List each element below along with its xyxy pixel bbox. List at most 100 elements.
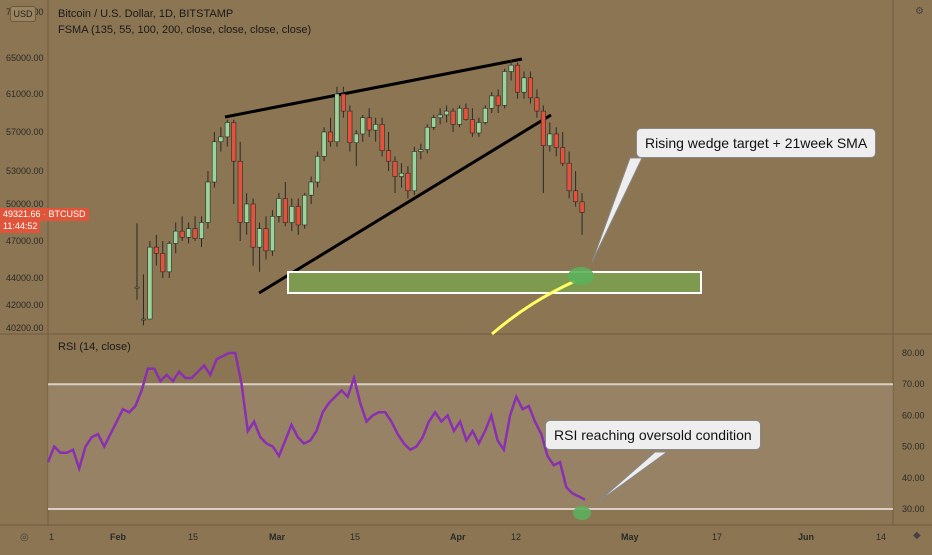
candle-body: [179, 230, 185, 238]
candle-body: [327, 131, 333, 143]
candle-body: [489, 95, 495, 109]
candle-body: [166, 243, 172, 273]
candle-body: [431, 117, 437, 128]
rsi-label[interactable]: RSI (14, close): [58, 341, 131, 353]
candle-body: [437, 114, 443, 119]
time-axis-label: Apr: [450, 532, 466, 542]
candle-body: [308, 181, 314, 196]
rsi-band: [48, 384, 893, 509]
price-axis-label: 50000.00: [6, 199, 44, 209]
time-axis-label: 1: [49, 532, 54, 542]
candle-body: [340, 93, 346, 112]
price-axis-label: 61000.00: [6, 89, 44, 99]
time-axis-label: 12: [511, 532, 521, 542]
candle-body: [263, 228, 269, 252]
candle-body: [424, 126, 430, 150]
time-axis-label: 14: [876, 532, 886, 542]
rsi-axis-label: 30.00: [902, 504, 925, 514]
candle-body: [237, 160, 243, 223]
time-axis-label: Feb: [110, 532, 127, 542]
candle-body: [160, 253, 166, 273]
rsi-axis-label: 50.00: [902, 442, 925, 452]
price-axis-label: 57000.00: [6, 127, 44, 137]
candle-body: [186, 228, 192, 238]
candle-body: [321, 131, 327, 157]
candle-body: [276, 198, 282, 217]
candle-body: [315, 156, 321, 183]
rsi-axis-label: 70.00: [902, 379, 925, 389]
target-zone: [287, 271, 702, 294]
candle-body: [515, 64, 521, 93]
wedge-lower-line: [258, 113, 552, 295]
rsi-axis-label: 80.00: [902, 348, 925, 358]
wedge-upper-line: [224, 57, 523, 119]
wedge-target-callout[interactable]: Rising wedge target + 21week SMA: [636, 128, 877, 158]
candle-body: [269, 216, 275, 252]
candle-body: [495, 95, 501, 106]
price-axis-label: 65000.00: [6, 53, 44, 63]
logo-icon[interactable]: ◆: [913, 530, 921, 541]
candle-body: [521, 77, 527, 93]
candle-body: [527, 77, 533, 99]
candle-body: [553, 133, 559, 148]
candle-body: [463, 107, 469, 120]
indicator-label[interactable]: FSMA (135, 55, 100, 200, close, close, c…: [58, 24, 312, 36]
candle-body: [482, 107, 488, 123]
candle-body: [540, 110, 546, 146]
rsi-axis-label: 60.00: [902, 410, 925, 420]
chart-title: Bitcoin / U.S. Dollar, 1D, BITSTAMP: [58, 8, 234, 20]
candle-body: [456, 107, 462, 125]
rsi-axis-label: 40.00: [902, 473, 925, 483]
candle-body: [373, 124, 379, 131]
time-axis-label: 17: [712, 532, 722, 542]
candle-body: [379, 124, 385, 151]
current-price-tag: 49321.66 · BTCUSD: [0, 208, 89, 221]
candle-body: [411, 151, 417, 192]
candle-body: [398, 172, 404, 177]
wedge-callout-pointer: [591, 157, 643, 263]
candle-body: [573, 190, 579, 203]
candle-body: [173, 230, 179, 244]
price-axis-label: 44000.00: [6, 273, 44, 283]
candle-body: [450, 110, 456, 125]
candle-body: [224, 122, 230, 138]
currency-badge[interactable]: USD: [10, 6, 36, 22]
candle-body: [231, 122, 237, 162]
candle-body: [566, 162, 572, 192]
candle-body: [476, 122, 482, 134]
candle-body: [218, 136, 224, 143]
candle-body: [257, 228, 263, 248]
candle-body: [444, 110, 450, 116]
rsi-oversold-marker: [573, 506, 591, 520]
rsi-oversold-callout[interactable]: RSI reaching oversold condition: [545, 420, 761, 450]
candle-body: [347, 110, 353, 144]
candle-body: [199, 222, 205, 239]
candle-body: [534, 97, 540, 112]
rsi-line: [46, 351, 586, 501]
target-marker: [568, 267, 594, 285]
sma-line: [491, 279, 576, 336]
candle-body: [418, 149, 424, 152]
candle-body: [560, 147, 566, 164]
candle-body: [147, 246, 153, 320]
candle-body: [334, 93, 340, 143]
candle-body: [405, 172, 411, 192]
settings-icon[interactable]: ⚙: [915, 6, 924, 17]
candle-body: [386, 150, 392, 162]
candle-body: [140, 318, 146, 321]
time-axis-label: 15: [350, 532, 360, 542]
price-axis-label: 47000.00: [6, 236, 44, 246]
zoom-icon[interactable]: ◎: [20, 532, 29, 543]
candle-body: [282, 198, 288, 223]
time-axis-label: Mar: [269, 532, 286, 542]
price-axis-label: 42000.00: [6, 300, 44, 310]
candle-body: [289, 206, 295, 223]
time-axis-label: Jun: [798, 532, 814, 542]
candle-body: [250, 203, 256, 248]
candle-body: [302, 194, 308, 226]
rsi-callout-pointer: [597, 451, 669, 503]
candle-body: [244, 203, 250, 223]
candle-body: [392, 160, 398, 177]
candle-body: [508, 64, 514, 72]
